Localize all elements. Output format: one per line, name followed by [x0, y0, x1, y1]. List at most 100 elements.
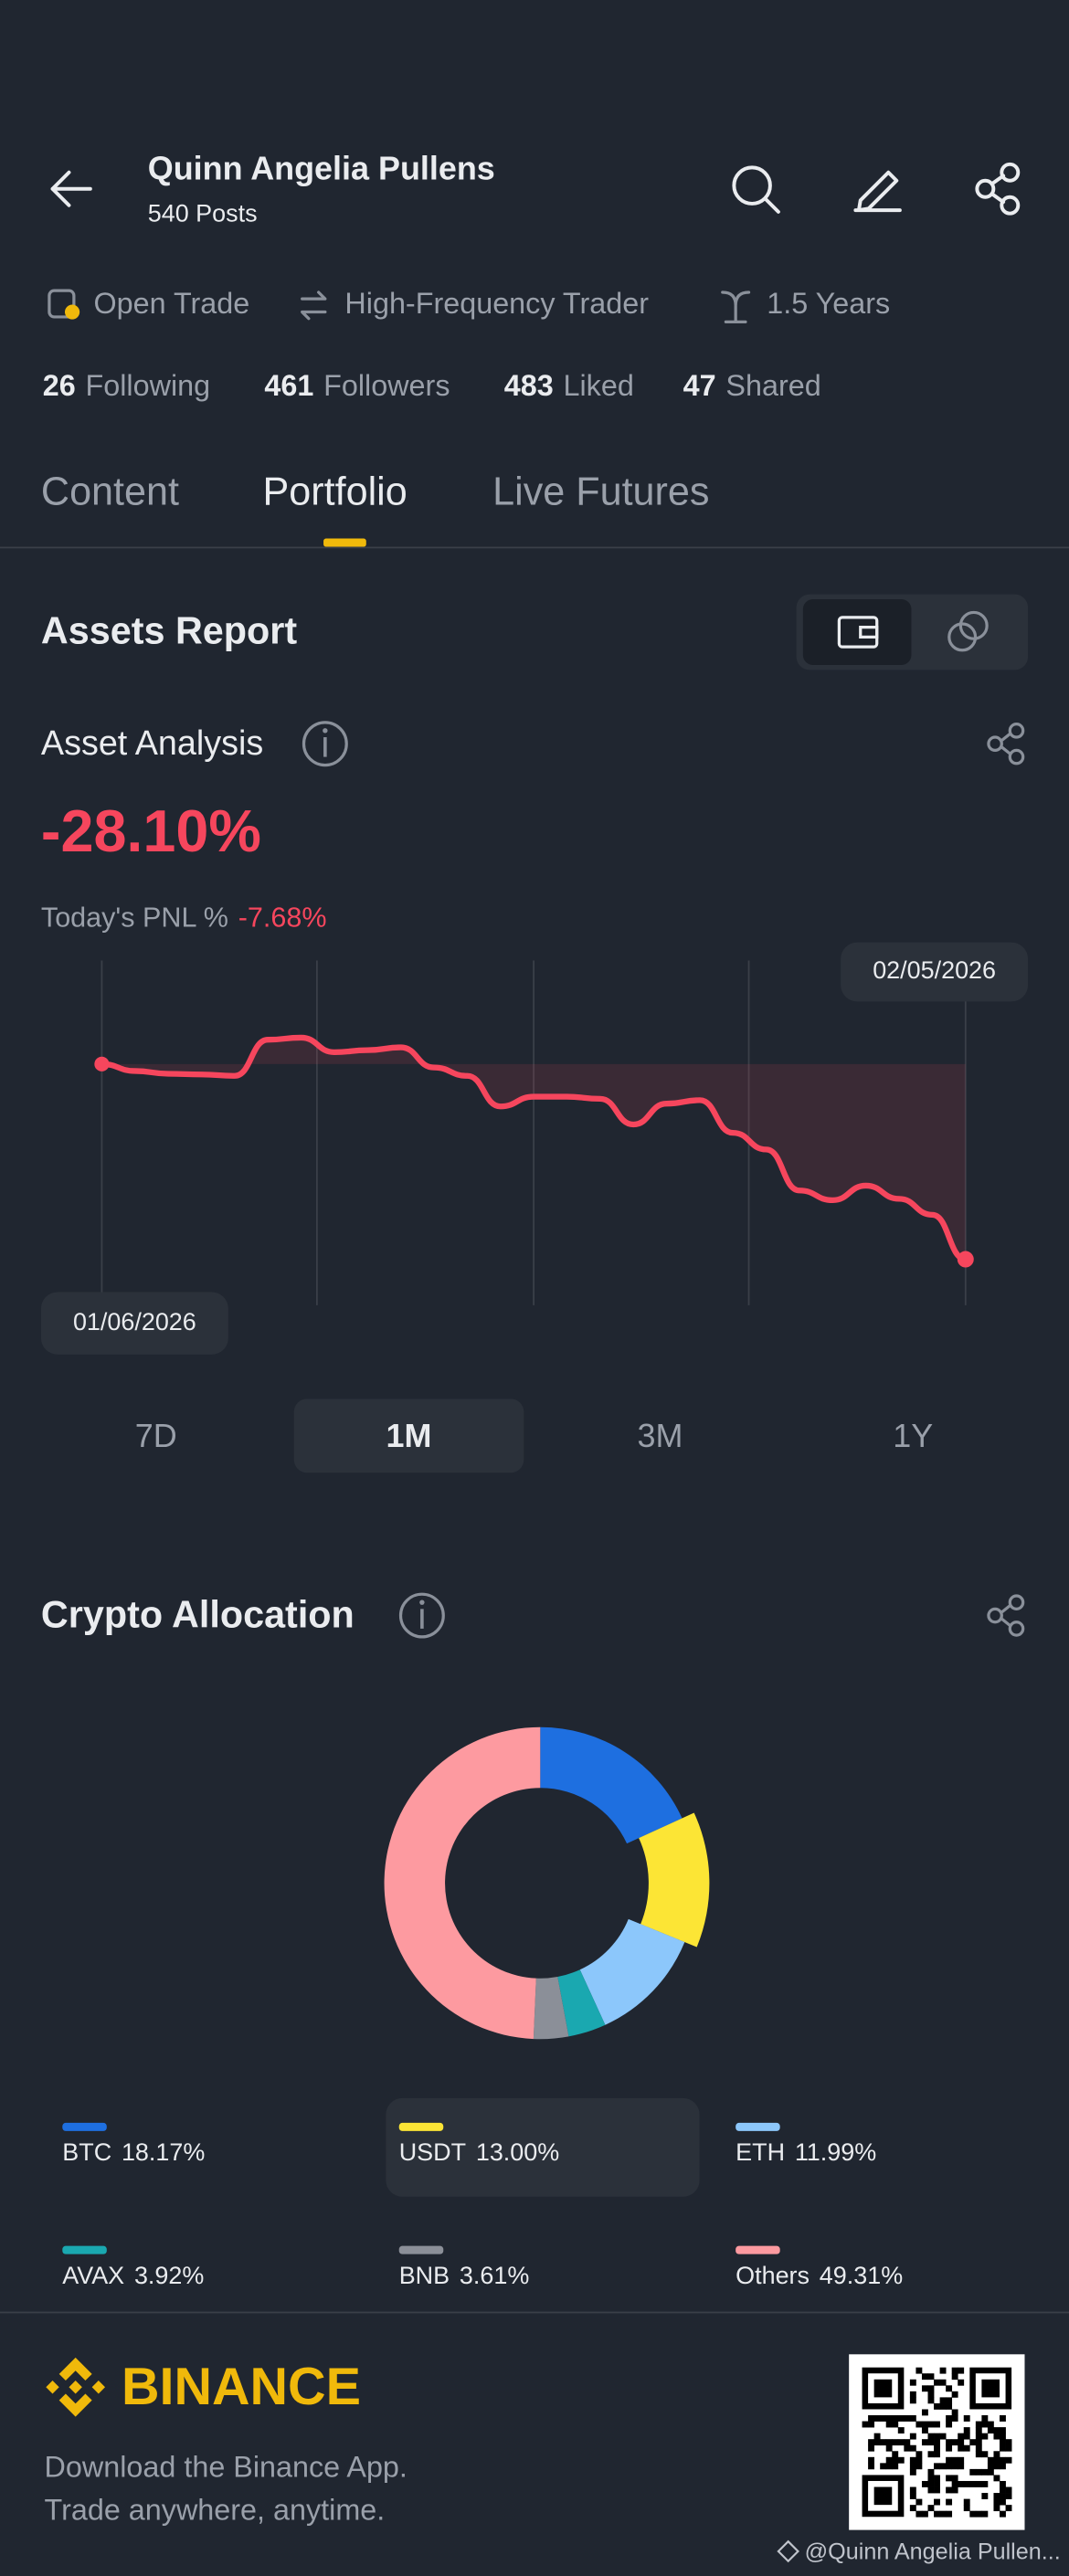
qr-module	[921, 2427, 928, 2434]
legend-item[interactable]: BTC 18.17%	[62, 2138, 205, 2166]
stat[interactable]: 483 Liked	[504, 369, 634, 402]
end-point	[957, 1251, 974, 1268]
date-tag	[841, 942, 1029, 1002]
donut-segment[interactable]	[557, 1969, 606, 2037]
donut-segment[interactable]	[384, 1726, 541, 2040]
qr-module	[963, 2498, 970, 2506]
legend-label: AVAX	[62, 2262, 124, 2289]
qr-finder	[981, 2379, 1000, 2398]
qr-module	[1005, 2456, 1012, 2464]
qr-module	[909, 2505, 916, 2512]
donut-segment[interactable]	[533, 1976, 569, 2040]
legend-item[interactable]: USDT 13.00%	[399, 2138, 560, 2166]
qr-module	[1000, 2433, 1006, 2440]
info-button[interactable]	[302, 721, 348, 767]
tab[interactable]: Portfolio	[263, 470, 407, 513]
qr-module	[892, 2463, 899, 2470]
qr-module	[927, 2433, 935, 2440]
tab[interactable]: Live Futures	[492, 470, 709, 513]
share-button[interactable]	[987, 1594, 1025, 1637]
share-button[interactable]	[987, 723, 1025, 765]
qr-module	[993, 2493, 1000, 2499]
edit-button[interactable]	[853, 170, 902, 213]
share-button[interactable]	[975, 162, 1021, 216]
range-button[interactable]: 1M	[386, 1417, 432, 1454]
qr-module	[939, 2510, 947, 2518]
qr-module	[987, 2468, 994, 2476]
info-button[interactable]	[398, 1592, 445, 1639]
start-point	[94, 1056, 110, 1072]
qr-module	[939, 2433, 947, 2440]
qr-module	[885, 2444, 893, 2452]
qr-module	[963, 2415, 970, 2422]
qr-module	[1000, 2456, 1006, 2464]
search-button[interactable]	[732, 165, 780, 214]
qr-module	[1005, 2493, 1012, 2499]
stat[interactable]: 461 Followers	[264, 369, 450, 402]
range-selector: 7D 1M 3M 1Y	[135, 1399, 933, 1473]
legend-item[interactable]: BNB 3.61%	[399, 2262, 530, 2289]
stat-label: Liked	[564, 369, 634, 402]
wallet-view-button[interactable]	[802, 599, 912, 665]
legend-swatch	[736, 2122, 780, 2131]
range-button[interactable]: 7D	[135, 1417, 177, 1454]
qr-module	[951, 2456, 958, 2464]
qr-module	[934, 2475, 940, 2482]
legend-value: 3.92%	[134, 2262, 204, 2289]
stat[interactable]: 47 Shared	[683, 369, 821, 402]
legend-item[interactable]: ETH 11.99%	[736, 2138, 876, 2166]
qr-module	[958, 2480, 965, 2487]
qr-module	[963, 2480, 970, 2487]
qr-module	[951, 2480, 958, 2487]
stat[interactable]: 26 Following	[43, 369, 210, 402]
donut-segment[interactable]	[639, 1812, 710, 1948]
link-view-button[interactable]	[947, 610, 989, 652]
qr-module	[958, 2463, 965, 2470]
legend-label: ETH	[736, 2138, 785, 2166]
qr-module	[951, 2439, 958, 2446]
qr-module	[951, 2463, 958, 2470]
qr-module	[1000, 2427, 1006, 2434]
qr-module	[981, 2480, 989, 2487]
qr-module	[987, 2456, 994, 2464]
legend-item[interactable]: Others 49.31%	[736, 2262, 903, 2289]
donut-segment[interactable]	[540, 1726, 683, 1844]
qr-module	[958, 2439, 965, 2446]
qr-module	[934, 2433, 940, 2440]
range-button[interactable]: 3M	[638, 1417, 683, 1454]
start-date: 01/06/2026	[73, 1308, 196, 1336]
donut-segment[interactable]	[579, 1918, 685, 2025]
range-button[interactable]: 1Y	[893, 1417, 933, 1454]
qr-module	[904, 2439, 911, 2446]
qr-module	[904, 2444, 911, 2452]
qr-module	[981, 2510, 989, 2518]
back-button[interactable]	[50, 170, 92, 207]
qr-module	[927, 2480, 935, 2487]
legend-item[interactable]: AVAX 3.92%	[62, 2262, 204, 2289]
allocation-legend: BTC 18.17% USDT 13.00% ETH 11.99% AVAX 3.92% BNB…	[62, 2097, 903, 2289]
qr-module	[975, 2444, 982, 2452]
legend-swatch	[398, 2122, 444, 2131]
qr-module	[1000, 2486, 1006, 2494]
qr-module	[975, 2510, 982, 2518]
qr-module	[987, 2427, 994, 2434]
legend-swatch	[62, 2245, 107, 2254]
badge: High-Frequency Trader	[344, 287, 649, 320]
qr-module	[934, 2510, 940, 2518]
tab-indicator	[323, 538, 366, 547]
stat-label: Following	[85, 369, 210, 402]
stat-label: Followers	[323, 369, 450, 402]
legend-label: Others	[736, 2262, 810, 2289]
qr-module	[880, 2415, 887, 2422]
qr-module	[946, 2415, 953, 2422]
qr-module	[1000, 2498, 1006, 2506]
qr-module	[946, 2510, 953, 2518]
tab[interactable]: Content	[41, 470, 179, 513]
qr-module	[909, 2379, 916, 2386]
post-count: 540 Posts	[148, 200, 258, 227]
qr-module	[963, 2433, 970, 2440]
qr-module	[963, 2505, 970, 2512]
section-title: Asset Analysis	[41, 723, 263, 762]
qr-module	[946, 2444, 953, 2452]
range-selected-bg	[293, 1399, 524, 1473]
